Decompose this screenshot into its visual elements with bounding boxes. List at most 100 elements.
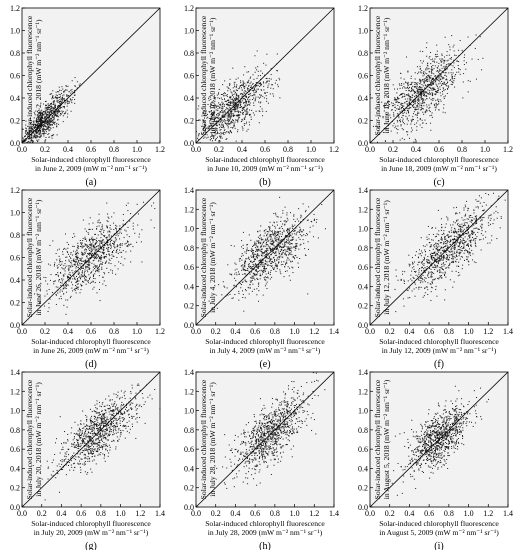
scatter-point xyxy=(243,294,244,295)
x-tick-label: 0.4 xyxy=(63,327,73,336)
scatter-point xyxy=(83,246,84,247)
scatter-point xyxy=(440,79,441,80)
scatter-point xyxy=(232,68,233,69)
scatter-point xyxy=(123,220,124,221)
scatter-point xyxy=(422,108,423,109)
scatter-point xyxy=(221,94,222,95)
scatter-point xyxy=(256,256,257,257)
scatter-point xyxy=(256,243,257,244)
scatter-point xyxy=(67,86,68,87)
scatter-point xyxy=(273,88,274,89)
scatter-point xyxy=(234,101,235,102)
scatter-point xyxy=(438,78,439,79)
scatter-point xyxy=(124,230,125,231)
scatter-point xyxy=(476,79,477,80)
scatter-point xyxy=(43,134,44,135)
scatter-point xyxy=(99,282,100,283)
scatter-point xyxy=(285,271,286,272)
scatter-point xyxy=(249,94,250,95)
scatter-point xyxy=(255,264,256,265)
scatter-point xyxy=(244,125,245,126)
scatter-point xyxy=(98,255,99,256)
y-tick-label: 0.4 xyxy=(184,94,194,103)
scatter-point xyxy=(220,130,221,131)
scatter-point xyxy=(270,250,271,251)
scatter-point xyxy=(275,238,276,239)
scatter-point xyxy=(82,240,83,241)
scatter-point xyxy=(424,74,425,75)
scatter-point xyxy=(58,102,59,103)
x-tick-label: 0.8 xyxy=(457,145,467,154)
scatter-point xyxy=(36,133,37,134)
scatter-point xyxy=(258,267,259,268)
scatter-point xyxy=(246,253,247,254)
scatter-point xyxy=(252,95,253,96)
scatter-point xyxy=(394,99,395,100)
scatter-point xyxy=(115,227,116,228)
scatter-point xyxy=(251,278,252,279)
scatter-point xyxy=(435,54,436,55)
scatter-point xyxy=(255,270,256,271)
scatter-point xyxy=(421,87,422,88)
scatter-point xyxy=(460,74,461,75)
scatter-point xyxy=(431,69,432,70)
scatter-point xyxy=(245,258,246,259)
scatter-point xyxy=(262,111,263,112)
scatter-point xyxy=(77,264,78,265)
scatter-point xyxy=(59,94,60,95)
scatter-point xyxy=(244,86,245,87)
scatter-point xyxy=(451,84,452,85)
scatter-point xyxy=(444,96,445,97)
scatter-point xyxy=(436,103,437,104)
scatter-point xyxy=(272,248,273,249)
y-tick-label: 1.0 xyxy=(10,27,20,36)
scatter-point xyxy=(91,238,92,239)
scatter-point xyxy=(447,68,448,69)
scatter-point xyxy=(228,105,229,106)
scatter-point xyxy=(253,98,254,99)
scatter-point xyxy=(246,131,247,132)
scatter-point xyxy=(456,233,457,234)
scatter-point xyxy=(228,124,229,125)
scatter-point xyxy=(44,133,45,134)
scatter-point xyxy=(239,114,240,115)
scatter-point xyxy=(397,129,398,130)
scatter-point xyxy=(260,250,261,251)
scatter-point xyxy=(285,250,286,251)
scatter-point xyxy=(444,257,445,258)
y-tick-label: 0.0 xyxy=(358,139,368,148)
scatter-point xyxy=(63,115,64,116)
scatter-point xyxy=(221,97,222,98)
scatter-point xyxy=(444,264,445,265)
scatter-point xyxy=(488,225,489,226)
scatter-point xyxy=(258,237,259,238)
scatter-point xyxy=(75,262,76,263)
scatter-point xyxy=(112,252,113,253)
scatter-point xyxy=(29,136,30,137)
scatter-point xyxy=(444,60,445,61)
scatter-point xyxy=(420,71,421,72)
scatter-point xyxy=(60,261,61,262)
scatter-point xyxy=(61,98,62,99)
scatter-point xyxy=(235,92,236,93)
scatter-point xyxy=(120,245,121,246)
scatter-point xyxy=(464,250,465,251)
scatter-point xyxy=(442,84,443,85)
scatter-point xyxy=(432,117,433,118)
scatter-point xyxy=(248,71,249,72)
scatter-point xyxy=(57,250,58,251)
scatter-point xyxy=(240,104,241,105)
scatter-point xyxy=(402,120,403,121)
scatter-point xyxy=(48,129,49,130)
scatter-point xyxy=(452,271,453,272)
scatter-point xyxy=(435,107,436,108)
scatter-point xyxy=(248,80,249,81)
scatter-point xyxy=(104,256,105,257)
scatter-point xyxy=(421,99,422,100)
scatter-point xyxy=(58,124,59,125)
scatter-point xyxy=(237,95,238,96)
scatter-point xyxy=(426,95,427,96)
scatter-point xyxy=(266,98,267,99)
scatter-point xyxy=(257,266,258,267)
scatter-point xyxy=(106,238,107,239)
